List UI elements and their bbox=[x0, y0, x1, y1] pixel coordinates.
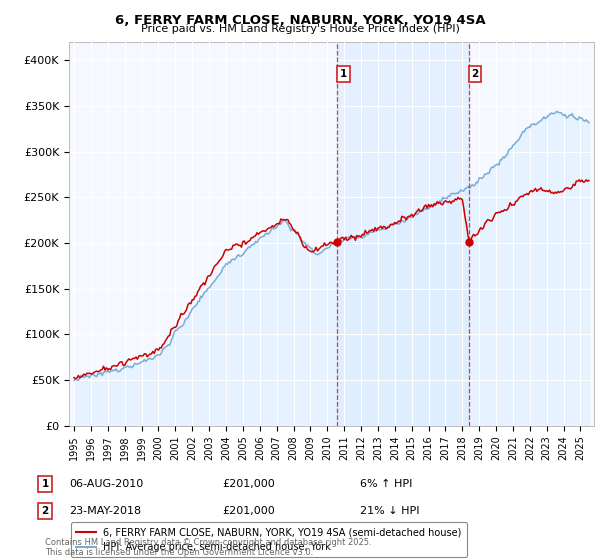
Text: 23-MAY-2018: 23-MAY-2018 bbox=[69, 506, 141, 516]
Text: 6, FERRY FARM CLOSE, NABURN, YORK, YO19 4SA: 6, FERRY FARM CLOSE, NABURN, YORK, YO19 … bbox=[115, 14, 485, 27]
Text: 1: 1 bbox=[41, 479, 49, 489]
Text: 21% ↓ HPI: 21% ↓ HPI bbox=[360, 506, 419, 516]
Bar bbox=[337, 42, 469, 426]
Text: 2: 2 bbox=[41, 506, 49, 516]
Text: 2: 2 bbox=[471, 69, 479, 79]
Text: £201,000: £201,000 bbox=[222, 479, 275, 489]
Text: £201,000: £201,000 bbox=[222, 506, 275, 516]
Legend: 6, FERRY FARM CLOSE, NABURN, YORK, YO19 4SA (semi-detached house), HPI: Average : 6, FERRY FARM CLOSE, NABURN, YORK, YO19 … bbox=[71, 522, 467, 557]
Text: Contains HM Land Registry data © Crown copyright and database right 2025.
This d: Contains HM Land Registry data © Crown c… bbox=[45, 538, 371, 557]
Text: 6% ↑ HPI: 6% ↑ HPI bbox=[360, 479, 412, 489]
Text: Price paid vs. HM Land Registry's House Price Index (HPI): Price paid vs. HM Land Registry's House … bbox=[140, 24, 460, 34]
Text: 1: 1 bbox=[340, 69, 347, 79]
Text: 06-AUG-2010: 06-AUG-2010 bbox=[69, 479, 143, 489]
